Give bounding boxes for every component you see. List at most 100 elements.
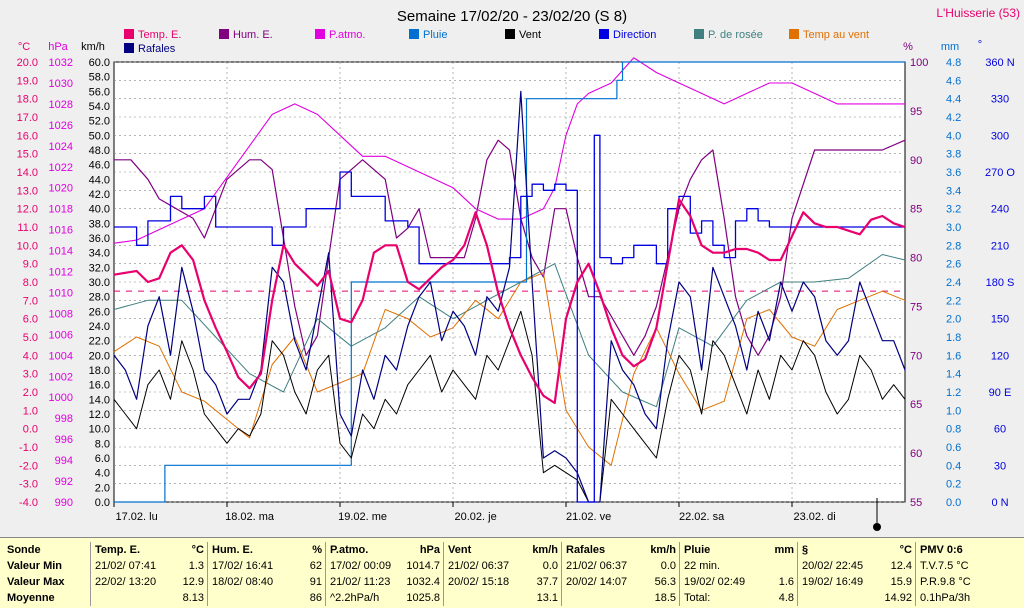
hpa-tick-label: 1024 [49, 141, 73, 153]
stats-cell-time: 20/02/ 22:45 [802, 560, 864, 572]
temp-tick-label: 1.0 [23, 405, 38, 417]
stats-cell-value: 12.9 [182, 576, 204, 588]
hpa-tick-label: 1004 [49, 350, 73, 362]
mm-tick-label: 3.4 [946, 185, 961, 197]
stats-cell-value: 1032.4 [406, 576, 440, 588]
legend-label-hum: Hum. E. [233, 29, 273, 41]
hum-tick-label: 90 [910, 155, 922, 167]
legend-label-temp: Temp. E. [138, 29, 181, 41]
stats-cell-value: 56.3 [654, 576, 676, 588]
stats-column: Vent km/h 21/02/ 06:37 0.0 20/02/ 15:18 37.7 1… [443, 542, 562, 606]
hum-tick-label: 100 [910, 57, 928, 69]
mm-tick-label: 1.4 [946, 369, 961, 381]
legend-label-patmo: P.atmo. [329, 29, 366, 41]
kmh-tick-label: 26.0 [89, 306, 110, 318]
stats-cell-value: 14.92 [884, 592, 912, 604]
temp-tick-label: 16.0 [17, 130, 38, 142]
stats-column: Temp. E. °C 21/02/ 07:41 1.3 22/02/ 13:20 12.… [90, 542, 208, 606]
hpa-tick-label: 994 [55, 455, 73, 467]
mm-tick-label: 1.6 [946, 350, 961, 362]
temp-tick-label: 9.0 [23, 259, 38, 271]
stats-col-unit: km/h [650, 544, 676, 556]
stats-cell-value: 0.0 [542, 560, 558, 572]
kmh-tick-label: 44.0 [89, 174, 110, 186]
axis-unit-kmh: km/h [81, 41, 105, 53]
legend-swatch-direction [599, 29, 609, 39]
temp-tick-label: 14.0 [17, 167, 38, 179]
temp-tick-label: 18.0 [17, 94, 38, 106]
mm-tick-label: 0.8 [946, 424, 961, 436]
mm-tick-label: 4.0 [946, 130, 961, 142]
mm-tick-label: 4.8 [946, 57, 961, 69]
legend-label-rosee: P. de rosée [708, 29, 763, 41]
deg-tick-label: 30 [994, 460, 1006, 472]
weather-chart: Semaine 17/02/20 - 23/02/20 (S 8) L'Huis… [16, 6, 1021, 531]
stats-col-title: PMV 0:6 [920, 544, 963, 556]
series-temp [113, 198, 906, 405]
series-patmo [113, 57, 905, 244]
deg-tick-label: 60 [994, 424, 1006, 436]
stats-cell-time: 22/02/ 13:20 [95, 576, 157, 588]
temp-tick-label: 8.0 [23, 277, 38, 289]
stats-cell-time: 17/02/ 16:41 [212, 560, 274, 572]
stats-cell-time: 21/02/ 07:41 [95, 560, 157, 572]
stats-col-title: Pluie [684, 544, 711, 556]
hpa-tick-label: 1012 [49, 267, 73, 279]
kmh-tick-label: 12.0 [89, 409, 110, 421]
axis-unit-degrees: ° [978, 39, 982, 51]
stats-col-unit: °C [899, 544, 912, 556]
hpa-tick-label: 1016 [49, 225, 73, 237]
stats-column: Hum. E.% 17/02/ 16:41 62 18/02/ 08:40 91 86 [207, 542, 326, 606]
legend-swatch-rafales [124, 43, 134, 53]
temp-tick-label: 0.0 [23, 424, 38, 436]
x-tick-label: 18.02. ma [225, 511, 275, 523]
temp-tick-label: 13.0 [17, 185, 38, 197]
axis-unit-hpa: hPa [48, 41, 68, 53]
legend-label-pluie: Pluie [423, 29, 447, 41]
hpa-tick-label: 1018 [49, 204, 73, 216]
mm-tick-label: 1.0 [946, 405, 961, 417]
stats-cell-value: 1.3 [188, 560, 204, 572]
axis-unit-celsius: °C [18, 41, 30, 53]
stats-cell-time: 0.1hPa/3h [920, 592, 971, 604]
hum-tick-label: 80 [910, 253, 922, 265]
temp-tick-label: 17.0 [17, 112, 38, 124]
chart-title: Semaine 17/02/20 - 23/02/20 (S 8) [397, 8, 627, 25]
stats-cell-time: 20/02/ 14:07 [566, 576, 628, 588]
legend-label-vent: Vent [519, 29, 541, 41]
kmh-tick-label: 48.0 [89, 145, 110, 157]
x-tick-label: 20.02. je [454, 511, 496, 523]
series-rafales [113, 90, 906, 503]
kmh-tick-label: 60.0 [89, 57, 110, 69]
stats-cell-value: 12.4 [890, 560, 912, 572]
hpa-tick-label: 996 [55, 434, 73, 446]
series-tempvent [113, 272, 906, 466]
axes: -4.0 -3.0 -2.0 -1.0 0.0 1.0 2.0 3.0 4.0 5.0 6.0 7.0… [17, 57, 1016, 523]
stats-table: Sonde Valeur Min Valeur Max Moyenne Temp. E.… [0, 537, 1024, 608]
mm-tick-label: 3.6 [946, 167, 961, 179]
stats-cell-value: 91 [309, 576, 322, 588]
kmh-tick-label: 38.0 [89, 218, 110, 230]
hum-tick-label: 85 [910, 204, 922, 216]
mm-tick-label: 4.2 [946, 112, 961, 124]
hpa-tick-label: 1032 [49, 57, 73, 69]
temp-tick-label: -3.0 [19, 479, 38, 491]
temp-tick-label: 7.0 [23, 295, 38, 307]
kmh-tick-label: 22.0 [89, 336, 110, 348]
kmh-tick-label: 4.0 [95, 468, 110, 480]
stats-col-unit: km/h [532, 544, 558, 556]
temp-tick-label: 3.0 [23, 369, 38, 381]
stats-cell-value: 1014.7 [406, 560, 440, 572]
stats-column: Pluie mm 22 min. 19/02/ 02:49 1.6 Total: 4.8 [679, 542, 798, 606]
kmh-tick-label: 24.0 [89, 321, 110, 333]
temp-tick-label: -4.0 [19, 497, 38, 509]
kmh-tick-label: 46.0 [89, 160, 110, 172]
stats-cell-time: 20/02/ 15:18 [448, 576, 510, 588]
stats-cell-value: 13.1 [536, 592, 558, 604]
x-tick-label: 22.02. sa [679, 511, 725, 523]
deg-tick-label: 300 [991, 130, 1009, 142]
x-tick-label: 23.02. di [793, 511, 835, 523]
mm-tick-label: 0.0 [946, 497, 961, 509]
series-hum [114, 139, 906, 356]
mm-tick-label: 0.4 [946, 460, 961, 472]
